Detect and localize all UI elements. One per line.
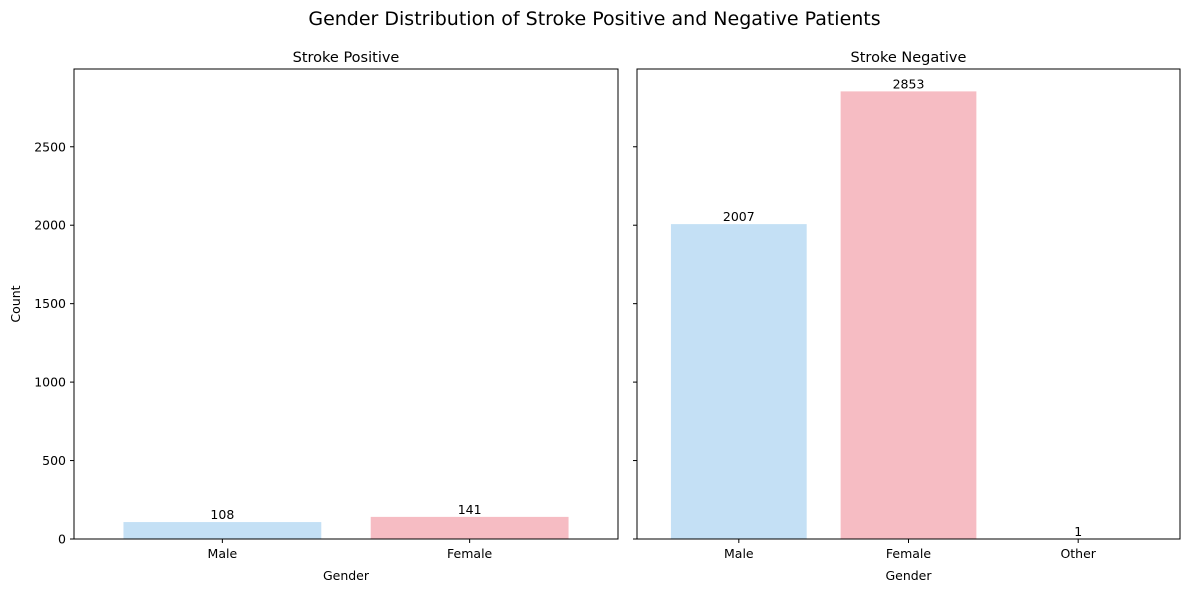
data-label-other: 1 (1074, 524, 1082, 539)
x-tick-label-female: Female (447, 546, 493, 561)
panel-title: Stroke Positive (293, 50, 400, 66)
data-label-female: 141 (458, 502, 482, 517)
panel-title: Stroke Negative (851, 50, 967, 66)
x-tick-label-male: Male (724, 546, 754, 561)
data-label-female: 2853 (893, 76, 925, 91)
y-tick-label: 500 (42, 453, 66, 468)
y-tick-label: 2500 (34, 139, 66, 154)
y-tick-label: 1500 (34, 296, 66, 311)
data-label-male: 2007 (723, 209, 755, 224)
x-axis-label: Gender (885, 568, 932, 583)
y-tick-label: 0 (58, 532, 66, 547)
bar-male (123, 522, 322, 539)
bar-female (840, 91, 977, 539)
y-tick-label: 1000 (34, 375, 66, 390)
bar-male (670, 224, 807, 540)
y-tick-label: 2000 (34, 218, 66, 233)
x-axis-label: Gender (323, 568, 370, 583)
figure-suptitle: Gender Distribution of Stroke Positive a… (308, 8, 880, 30)
panel-stroke-positive: 108 141 0 500 1000 1500 2000 2500 Male Female Stro… (8, 50, 619, 583)
data-label-male: 108 (210, 507, 234, 522)
x-tick-label-other: Other (1060, 546, 1096, 561)
panel-stroke-negative: 2007 2853 1 Male Female Other Stroke Negative G… (633, 50, 1181, 583)
axes-frame (73, 68, 619, 540)
y-axis-label: Count (8, 285, 23, 322)
bar-female (370, 516, 569, 539)
x-tick-label-female: Female (886, 546, 932, 561)
x-tick-label-male: Male (208, 546, 238, 561)
